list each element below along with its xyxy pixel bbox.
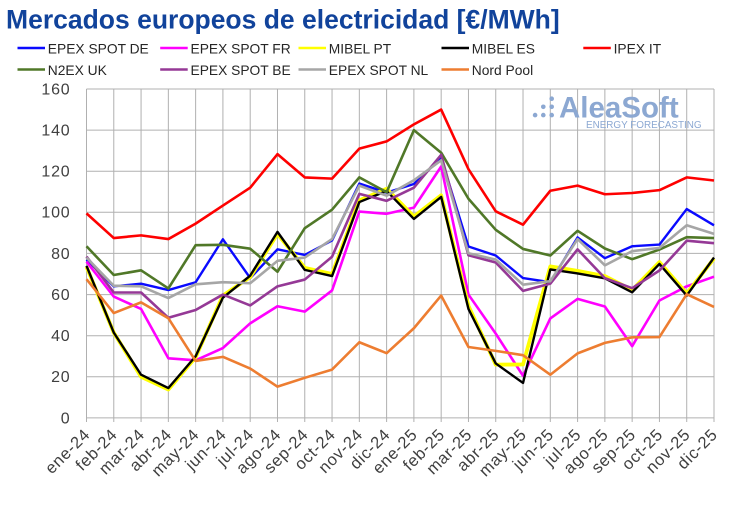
- svg-text:AleaSoft: AleaSoft: [559, 92, 679, 125]
- svg-text:120: 120: [41, 164, 70, 181]
- svg-text:20: 20: [51, 369, 70, 386]
- svg-text:40: 40: [51, 328, 70, 345]
- svg-text:ENERGY FORECASTING: ENERGY FORECASTING: [586, 120, 702, 131]
- svg-text:160: 160: [41, 81, 70, 98]
- svg-text:EPEX SPOT DE: EPEX SPOT DE: [48, 42, 149, 57]
- svg-text:MIBEL ES: MIBEL ES: [472, 42, 535, 57]
- svg-text:60: 60: [51, 287, 70, 304]
- svg-text:EPEX SPOT FR: EPEX SPOT FR: [191, 42, 291, 57]
- svg-text:IPEX IT: IPEX IT: [614, 42, 662, 57]
- svg-text:80: 80: [51, 246, 70, 263]
- svg-text:EPEX SPOT NL: EPEX SPOT NL: [329, 63, 429, 78]
- svg-text:MIBEL PT: MIBEL PT: [329, 42, 392, 57]
- svg-text:140: 140: [41, 123, 70, 140]
- svg-text:Nord Pool: Nord Pool: [472, 63, 533, 78]
- svg-text:100: 100: [41, 205, 70, 222]
- svg-text:0: 0: [61, 410, 71, 427]
- svg-text:EPEX SPOT BE: EPEX SPOT BE: [191, 63, 291, 78]
- svg-text:Mercados europeos de electrici: Mercados europeos de electricidad [€/MWh…: [6, 5, 560, 35]
- svg-text:N2EX UK: N2EX UK: [48, 63, 108, 78]
